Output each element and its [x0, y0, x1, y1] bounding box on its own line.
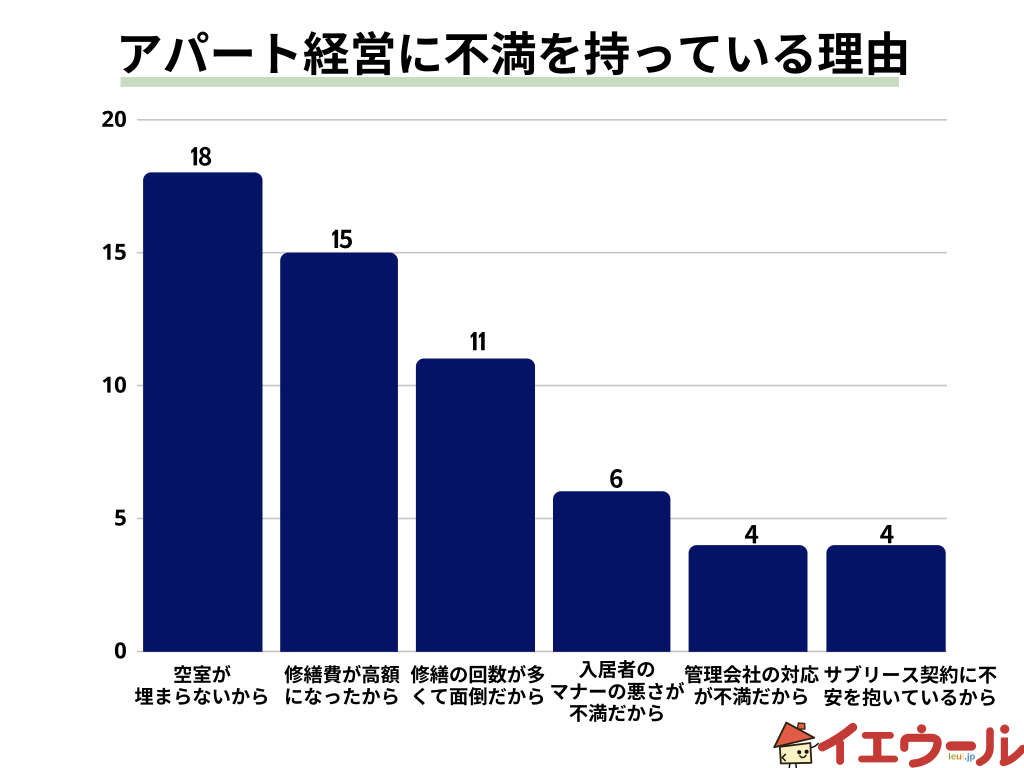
svg-text:ieul.jp: ieul.jp [948, 751, 975, 761]
